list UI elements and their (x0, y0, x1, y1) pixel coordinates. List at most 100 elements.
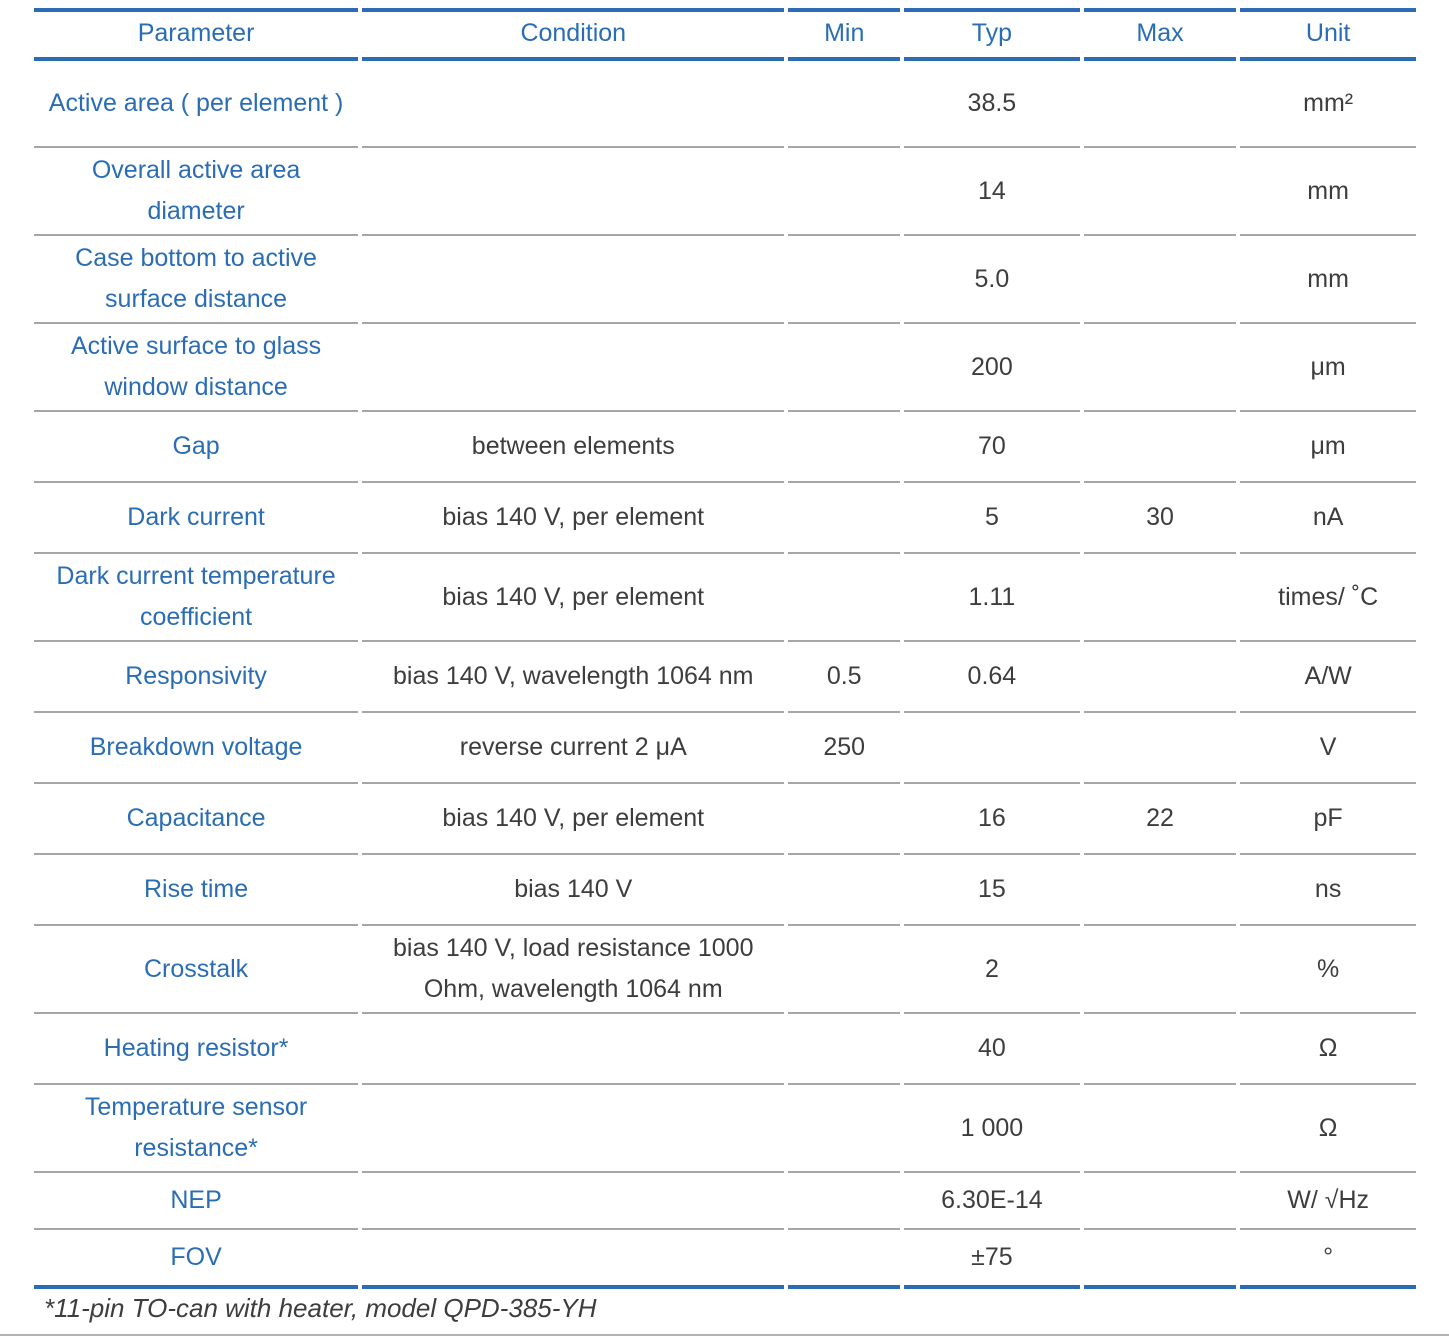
cell-condition: bias 140 V, per element (362, 784, 785, 855)
cell-parameter: Capacitance (34, 784, 359, 855)
cell-unit: Ω (1240, 1085, 1416, 1173)
cell-parameter: Rise time (34, 855, 359, 926)
cell-min (788, 554, 901, 642)
cell-min (788, 855, 901, 926)
cell-parameter: Breakdown voltage (34, 713, 359, 784)
cell-max (1083, 1173, 1237, 1230)
cell-min: 0.5 (788, 642, 901, 713)
cell-unit: V (1240, 713, 1416, 784)
cell-typ: 38.5 (904, 61, 1080, 148)
cell-min (788, 61, 901, 148)
column-header-min: Min (788, 8, 901, 61)
cell-max (1083, 412, 1237, 483)
cell-min (788, 784, 901, 855)
table-row: Heating resistor* 40 Ω (34, 1014, 1416, 1085)
cell-max (1083, 554, 1237, 642)
cell-condition: reverse current 2 μA (362, 713, 785, 784)
cell-min (788, 1085, 901, 1173)
cell-condition (362, 1085, 785, 1173)
cell-unit: nA (1240, 483, 1416, 554)
cell-max (1083, 642, 1237, 713)
cell-typ: 15 (904, 855, 1080, 926)
cell-typ: 200 (904, 324, 1080, 412)
cell-condition: bias 140 V, wavelength 1064 nm (362, 642, 785, 713)
cell-parameter: Active surface to glass window distance (34, 324, 359, 412)
cell-typ: 6.30E-14 (904, 1173, 1080, 1230)
table-row: Overall active area diameter 14 mm (34, 148, 1416, 236)
spec-table: Parameter Condition Min Typ Max Unit Act… (30, 8, 1420, 1289)
cell-max (1083, 926, 1237, 1014)
cell-unit: mm (1240, 148, 1416, 236)
cell-max (1083, 324, 1237, 412)
cell-typ: 0.64 (904, 642, 1080, 713)
cell-parameter: Heating resistor* (34, 1014, 359, 1085)
cell-typ: 14 (904, 148, 1080, 236)
table-row: Dark current temperature coefficient bias… (34, 554, 1416, 642)
table-row: Dark current bias 140 V, per element 5 30 nA (34, 483, 1416, 554)
cell-unit: ° (1240, 1230, 1416, 1289)
cell-min (788, 1230, 901, 1289)
cell-unit: W/ √Hz (1240, 1173, 1416, 1230)
cell-typ: 70 (904, 412, 1080, 483)
cell-unit: Ω (1240, 1014, 1416, 1085)
table-row: NEP 6.30E-14 W/ √Hz (34, 1173, 1416, 1230)
cell-parameter: Responsivity (34, 642, 359, 713)
cell-max (1083, 713, 1237, 784)
table-row: Rise time bias 140 V 15 ns (34, 855, 1416, 926)
cell-unit: % (1240, 926, 1416, 1014)
cell-typ: ±75 (904, 1230, 1080, 1289)
cell-max (1083, 236, 1237, 324)
cell-condition: bias 140 V, load resistance 1000 Ohm, wa… (362, 926, 785, 1014)
cell-typ: 40 (904, 1014, 1080, 1085)
cell-unit: mm (1240, 236, 1416, 324)
cell-unit: pF (1240, 784, 1416, 855)
table-row: Responsivity bias 140 V, wavelength 1064 … (34, 642, 1416, 713)
footnote: *11-pin TO-can with heater, model QPD-38… (44, 1293, 597, 1323)
cell-typ: 5 (904, 483, 1080, 554)
column-header-parameter: Parameter (34, 8, 359, 61)
cell-parameter: Dark current (34, 483, 359, 554)
cell-condition (362, 1173, 785, 1230)
table-row: Gap between elements 70 μm (34, 412, 1416, 483)
cell-min (788, 1173, 901, 1230)
cell-parameter: Case bottom to active surface distance (34, 236, 359, 324)
table-row: Active surface to glass window distance 2… (34, 324, 1416, 412)
table-row: Active area ( per element ) 38.5 mm² (34, 61, 1416, 148)
table-row: FOV ±75 ° (34, 1230, 1416, 1289)
cell-max (1083, 1085, 1237, 1173)
cell-max: 22 (1083, 784, 1237, 855)
cell-min (788, 1014, 901, 1085)
table-row: Capacitance bias 140 V, per element 16 22 pF (34, 784, 1416, 855)
cell-unit: μm (1240, 412, 1416, 483)
table-row: Case bottom to active surface distance 5.… (34, 236, 1416, 324)
cell-typ: 2 (904, 926, 1080, 1014)
cell-parameter: Gap (34, 412, 359, 483)
cell-typ: 5.0 (904, 236, 1080, 324)
cell-condition (362, 1230, 785, 1289)
cell-parameter: Dark current temperature coefficient (34, 554, 359, 642)
cell-unit: ns (1240, 855, 1416, 926)
cell-min (788, 412, 901, 483)
cell-min (788, 926, 901, 1014)
column-header-max: Max (1083, 8, 1237, 61)
cell-condition: bias 140 V, per element (362, 554, 785, 642)
column-header-unit: Unit (1240, 8, 1416, 61)
cell-unit: times/ ˚C (1240, 554, 1416, 642)
cell-max (1083, 61, 1237, 148)
cell-max (1083, 1230, 1237, 1289)
table-row: Crosstalk bias 140 V, load resistance 100… (34, 926, 1416, 1014)
column-header-condition: Condition (362, 8, 785, 61)
cell-min (788, 148, 901, 236)
cell-condition (362, 61, 785, 148)
cell-condition: bias 140 V (362, 855, 785, 926)
table-row: Breakdown voltage reverse current 2 μA 250… (34, 713, 1416, 784)
header-row: Parameter Condition Min Typ Max Unit (34, 8, 1416, 61)
cell-typ: 16 (904, 784, 1080, 855)
column-header-typ: Typ (904, 8, 1080, 61)
cell-min (788, 324, 901, 412)
cell-condition: bias 140 V, per element (362, 483, 785, 554)
cell-min (788, 483, 901, 554)
cell-condition: between elements (362, 412, 785, 483)
cell-max (1083, 148, 1237, 236)
